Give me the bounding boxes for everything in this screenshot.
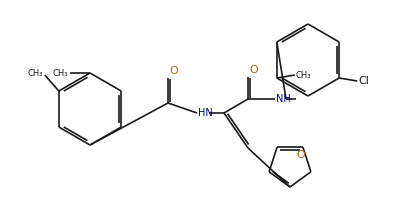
Text: NH: NH bbox=[276, 94, 291, 104]
Text: O: O bbox=[249, 65, 258, 75]
Text: CH₃: CH₃ bbox=[52, 69, 68, 77]
Text: O: O bbox=[169, 66, 178, 76]
Text: Cl: Cl bbox=[358, 76, 369, 86]
Text: HN: HN bbox=[198, 108, 213, 118]
Text: O: O bbox=[297, 150, 305, 160]
Text: CH₃: CH₃ bbox=[27, 69, 43, 77]
Text: CH₃: CH₃ bbox=[296, 71, 311, 79]
